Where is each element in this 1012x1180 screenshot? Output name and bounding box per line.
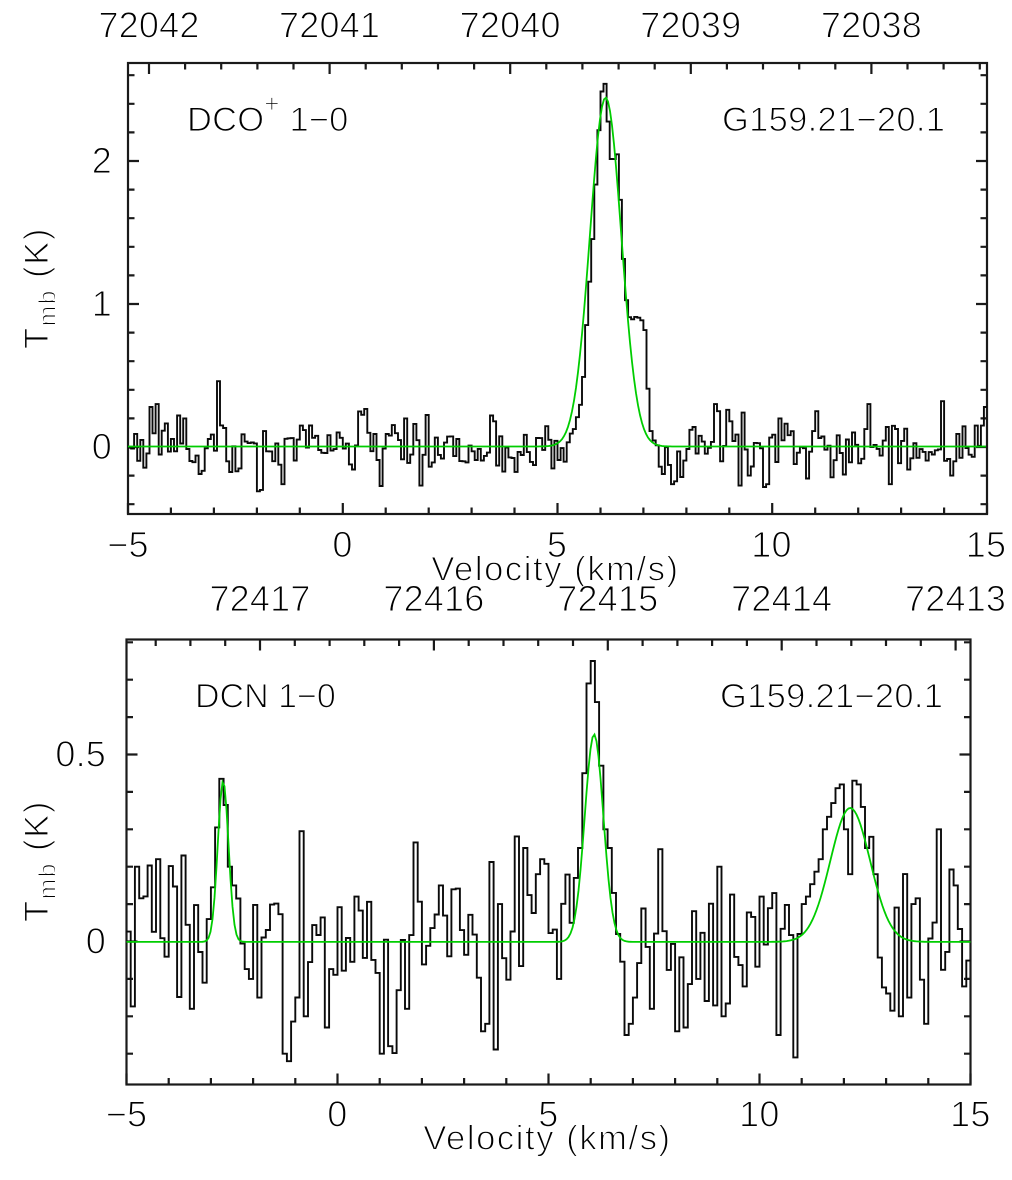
svg-text:−5: −5	[107, 524, 148, 565]
svg-text:72413: 72413	[905, 578, 1006, 619]
svg-text:5: 5	[547, 524, 567, 565]
svg-text:72039: 72039	[640, 5, 741, 46]
svg-text:G159.21−20.1: G159.21−20.1	[722, 101, 945, 139]
svg-text:15: 15	[950, 1094, 990, 1135]
svg-text:5: 5	[538, 1094, 558, 1135]
svg-text:0: 0	[332, 524, 352, 565]
svg-text:72415: 72415	[557, 578, 658, 619]
svg-text:72041: 72041	[279, 5, 380, 46]
svg-text:Velocity (km/s): Velocity (km/s)	[431, 551, 679, 589]
svg-text:72042: 72042	[98, 5, 199, 46]
svg-text:0: 0	[86, 920, 106, 961]
svg-text:0: 0	[327, 1094, 347, 1135]
svg-text:DCN 1−0: DCN 1−0	[195, 678, 336, 716]
svg-text:15: 15	[966, 524, 1006, 565]
svg-text:10: 10	[739, 1094, 779, 1135]
svg-text:0: 0	[92, 426, 112, 467]
svg-text:10: 10	[751, 524, 791, 565]
svg-text:2: 2	[92, 140, 112, 181]
svg-text:72038: 72038	[821, 5, 922, 46]
svg-text:DCO+ 1−0: DCO+ 1−0	[187, 89, 349, 140]
svg-text:72414: 72414	[731, 578, 832, 619]
svg-text:Tmb (K): Tmb (K)	[18, 227, 62, 349]
svg-text:0.5: 0.5	[55, 733, 106, 774]
svg-text:72417: 72417	[209, 578, 310, 619]
svg-text:72416: 72416	[383, 578, 484, 619]
svg-text:1: 1	[92, 283, 112, 324]
svg-text:Tmb (K): Tmb (K)	[18, 800, 62, 922]
svg-text:Velocity (km/s): Velocity (km/s)	[423, 1120, 671, 1158]
svg-text:72040: 72040	[460, 5, 561, 46]
svg-text:−5: −5	[106, 1094, 147, 1135]
svg-text:G159.21−20.1: G159.21−20.1	[720, 678, 943, 716]
